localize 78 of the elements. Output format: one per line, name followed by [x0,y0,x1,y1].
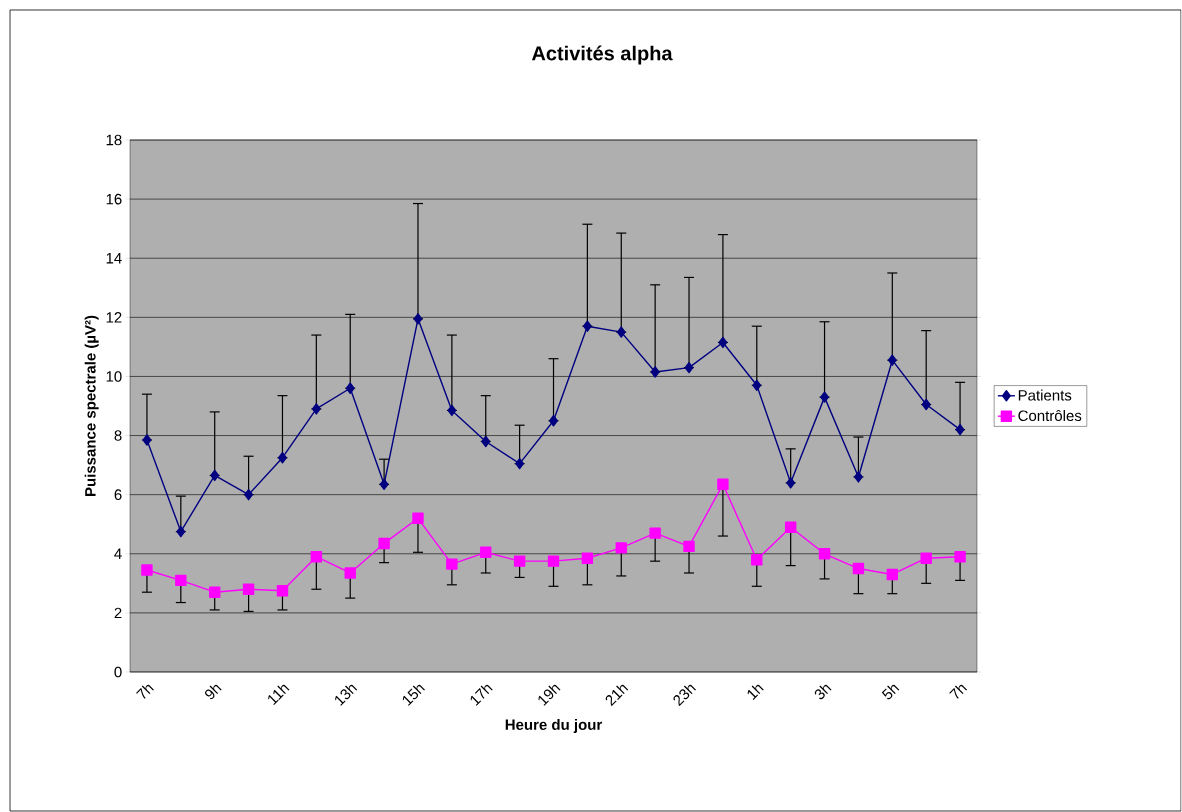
x-tick-label: 23h [673,684,697,707]
y-tick-label: 6 [114,489,122,500]
point [413,313,423,325]
y-tick-label: 10 [106,371,122,382]
point [649,527,661,539]
point [378,537,390,550]
point [818,548,831,560]
point [786,477,796,489]
x-tick-label: 21h [605,684,629,707]
point [650,366,660,378]
point [209,586,221,598]
x-tick-label: 11h [268,684,290,706]
point [581,552,594,564]
point [480,546,492,558]
y-tick-label: 4 [114,548,122,559]
point [955,423,965,436]
point [311,403,321,415]
point [751,553,763,566]
point [379,478,389,491]
y-axis-title: Puissance spectrale (µV²) [84,315,99,497]
x-tick-label: 13h [335,684,358,706]
x-axis-title: Heure du jour [505,719,603,733]
x-tick-label: 9h [204,684,222,700]
point [615,542,627,554]
point [920,552,932,564]
point [582,320,592,332]
y-tick-label: 14 [106,253,122,264]
x-tick-label: 3h [814,684,832,700]
point [176,525,186,538]
point [752,379,762,392]
point [549,415,558,427]
point [515,457,525,470]
point [886,568,899,581]
x-tick-label: 7h [136,684,154,699]
point [244,488,254,501]
y-tick-label: 0 [114,666,122,678]
y-tick-label: 16 [106,193,122,205]
point [852,562,865,575]
y-tick-label: 12 [106,312,122,323]
point [954,551,966,563]
x-tick-label: 15h [402,684,425,706]
point [921,398,931,411]
point [210,469,220,482]
point [513,555,526,567]
point [481,435,491,448]
point [446,558,458,570]
point [412,512,424,525]
point [175,574,187,587]
x-tick-label: 17h [470,684,493,706]
point [547,555,560,567]
y-tick-label: 8 [114,430,122,441]
x-tick-label: 19h [538,684,561,706]
y-tick-label: 18 [106,134,122,146]
x-tick-label: 7h [949,684,968,699]
point [683,540,695,553]
legend-label: Contrôles [1018,409,1082,422]
point [684,361,694,374]
point [141,564,153,576]
x-tick-label: 5h [881,684,900,700]
point [345,382,355,394]
point [344,567,356,579]
point [278,452,287,464]
y-tick-label: 2 [114,607,122,619]
point [310,551,323,563]
x-tick-label: 1h [747,684,764,700]
point [853,471,863,483]
point [616,326,626,338]
point [142,434,152,446]
point [447,404,457,417]
point [717,478,729,491]
point [820,391,829,403]
legend-label: Patients [1018,389,1072,401]
point [276,585,289,597]
point [242,583,255,595]
point [784,521,797,533]
point [887,354,897,366]
point [718,336,728,349]
chart-title: Activités alpha [531,45,673,65]
